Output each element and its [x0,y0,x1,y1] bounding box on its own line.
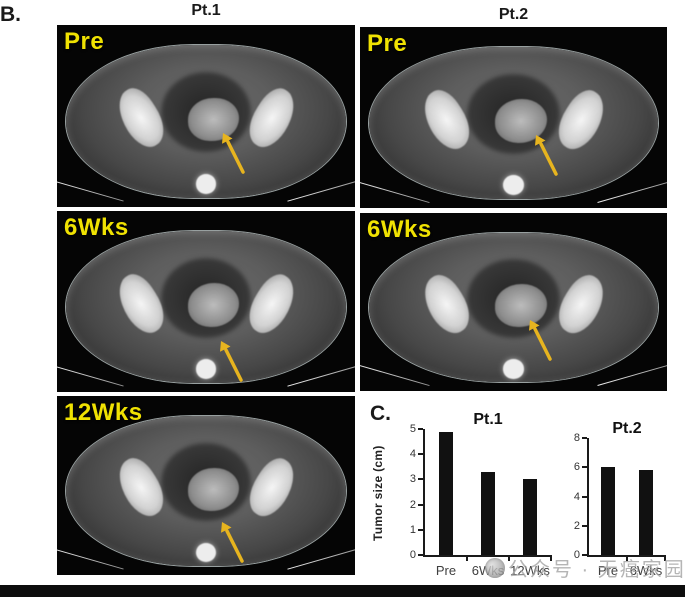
y-tick-mark [418,503,423,506]
column-title-pt2: Pt.2 [498,6,529,23]
ct-scan-pt1-pre: Pre [57,25,355,207]
ct-anatomy [360,213,667,391]
y-tick-label: 8 [573,432,580,444]
scout-line-left [57,547,125,570]
y-tick-mark [582,466,587,469]
y-tick-mark [418,478,423,481]
x-axis-labels: Pre 6Wks [589,563,665,578]
tumor-mass [188,467,239,511]
sacrum-bone [502,358,525,379]
bar-Pre [439,431,453,555]
y-tick-label: 0 [409,549,416,561]
y-tick-label: 3 [409,473,416,486]
y-tick-label: 2 [573,519,580,532]
bar-6Wks [639,470,653,555]
scout-line-right [287,178,355,202]
sacrum-bone [502,175,525,196]
tumor-mass [495,284,548,327]
y-tick-label: 5 [409,423,416,435]
y-tick-mark [418,453,423,456]
scout-line-right [597,179,667,203]
y-tick-label: 4 [409,448,416,461]
x-tick-label: Pre [597,563,619,578]
scan-timepoint-label: Pre [367,30,408,57]
figure-label-c: C. [370,402,391,425]
scout-line-left [57,178,125,202]
scan-timepoint-label: 6Wks [64,214,129,241]
bar-Pre [601,467,615,555]
tumor-arrow-icon [221,522,244,563]
chart-title: Pt.1 [473,411,503,428]
ct-scan-pt2-pre: Pre [360,27,667,208]
y-axis-label: Tumor size (cm) [371,445,385,541]
x-tick-mark [664,555,666,561]
bottom-bar [0,585,685,597]
ct-anatomy [57,25,355,207]
ct-anatomy [57,396,355,575]
y-tick-mark [418,428,423,430]
bar-6Wks [481,471,495,555]
scan-timepoint-label: 6Wks [367,216,432,243]
ct-anatomy [57,211,355,392]
y-tick-label: 4 [573,490,580,503]
sacrum-bone [195,542,217,563]
y-tick-mark [418,554,423,556]
x-tick-mark [508,555,510,561]
y-tick-mark [582,554,587,556]
watermark-text: 公众号 · 无癌家园 [508,559,685,581]
column-title-pt1: Pt.1 [191,2,221,19]
y-tick-mark [418,528,423,531]
y-tick-mark [582,524,587,527]
bar-chart-pt2: Pt.2 0 2 4 6 8 Pre 6Wks [574,420,666,578]
scan-timepoint-label: 12Wks [64,399,143,426]
x-tick-label: 6Wks [629,563,663,578]
bar-12Wks [523,479,537,555]
bar-chart-pt1: Pt.1 0 1 2 3 4 5 Pre6Wks12Wks [410,411,552,578]
figure-label-b: B. [0,3,21,26]
y-tick-label: 0 [573,549,580,561]
chart-title: Pt.2 [612,420,642,437]
watermark-logo-icon [485,557,505,578]
tumor-arrow-icon [222,133,245,174]
y-tick-label: 6 [573,461,580,474]
x-tick-label: Pre [435,563,457,578]
ct-scan-pt1-6wks: 6Wks [57,211,355,392]
tumor-arrow-icon [529,320,552,361]
ct-scan-pt1-12wks: 12Wks [57,396,355,575]
x-tick-mark [550,555,552,561]
tumor-mass [188,283,239,327]
scan-timepoint-label: Pre [64,28,105,55]
scout-line-right [597,363,667,386]
tumor-arrow-icon [220,341,243,382]
y-tick-label: 1 [409,523,416,536]
watermark: 公众号 · 无癌家园 [485,553,685,582]
sacrum-bone [195,359,217,380]
y-tick-mark [582,437,587,439]
scout-line-left [360,179,430,203]
y-tick-label: 2 [409,498,416,511]
x-axis-labels: Pre6Wks12Wks [425,563,551,578]
x-tick-mark [626,555,628,561]
x-tick-mark [466,555,468,561]
tumor-mass [188,97,239,142]
y-tick-mark [582,495,587,498]
tumor-arrow-icon [535,135,558,176]
scout-line-right [287,364,355,387]
tumor-mass [495,99,548,143]
ct-scan-pt2-6wks: 6Wks [360,213,667,391]
x-tick-label: 12Wks [510,563,550,578]
scout-line-left [57,364,125,387]
sacrum-bone [195,174,217,195]
scout-line-right [287,547,355,570]
